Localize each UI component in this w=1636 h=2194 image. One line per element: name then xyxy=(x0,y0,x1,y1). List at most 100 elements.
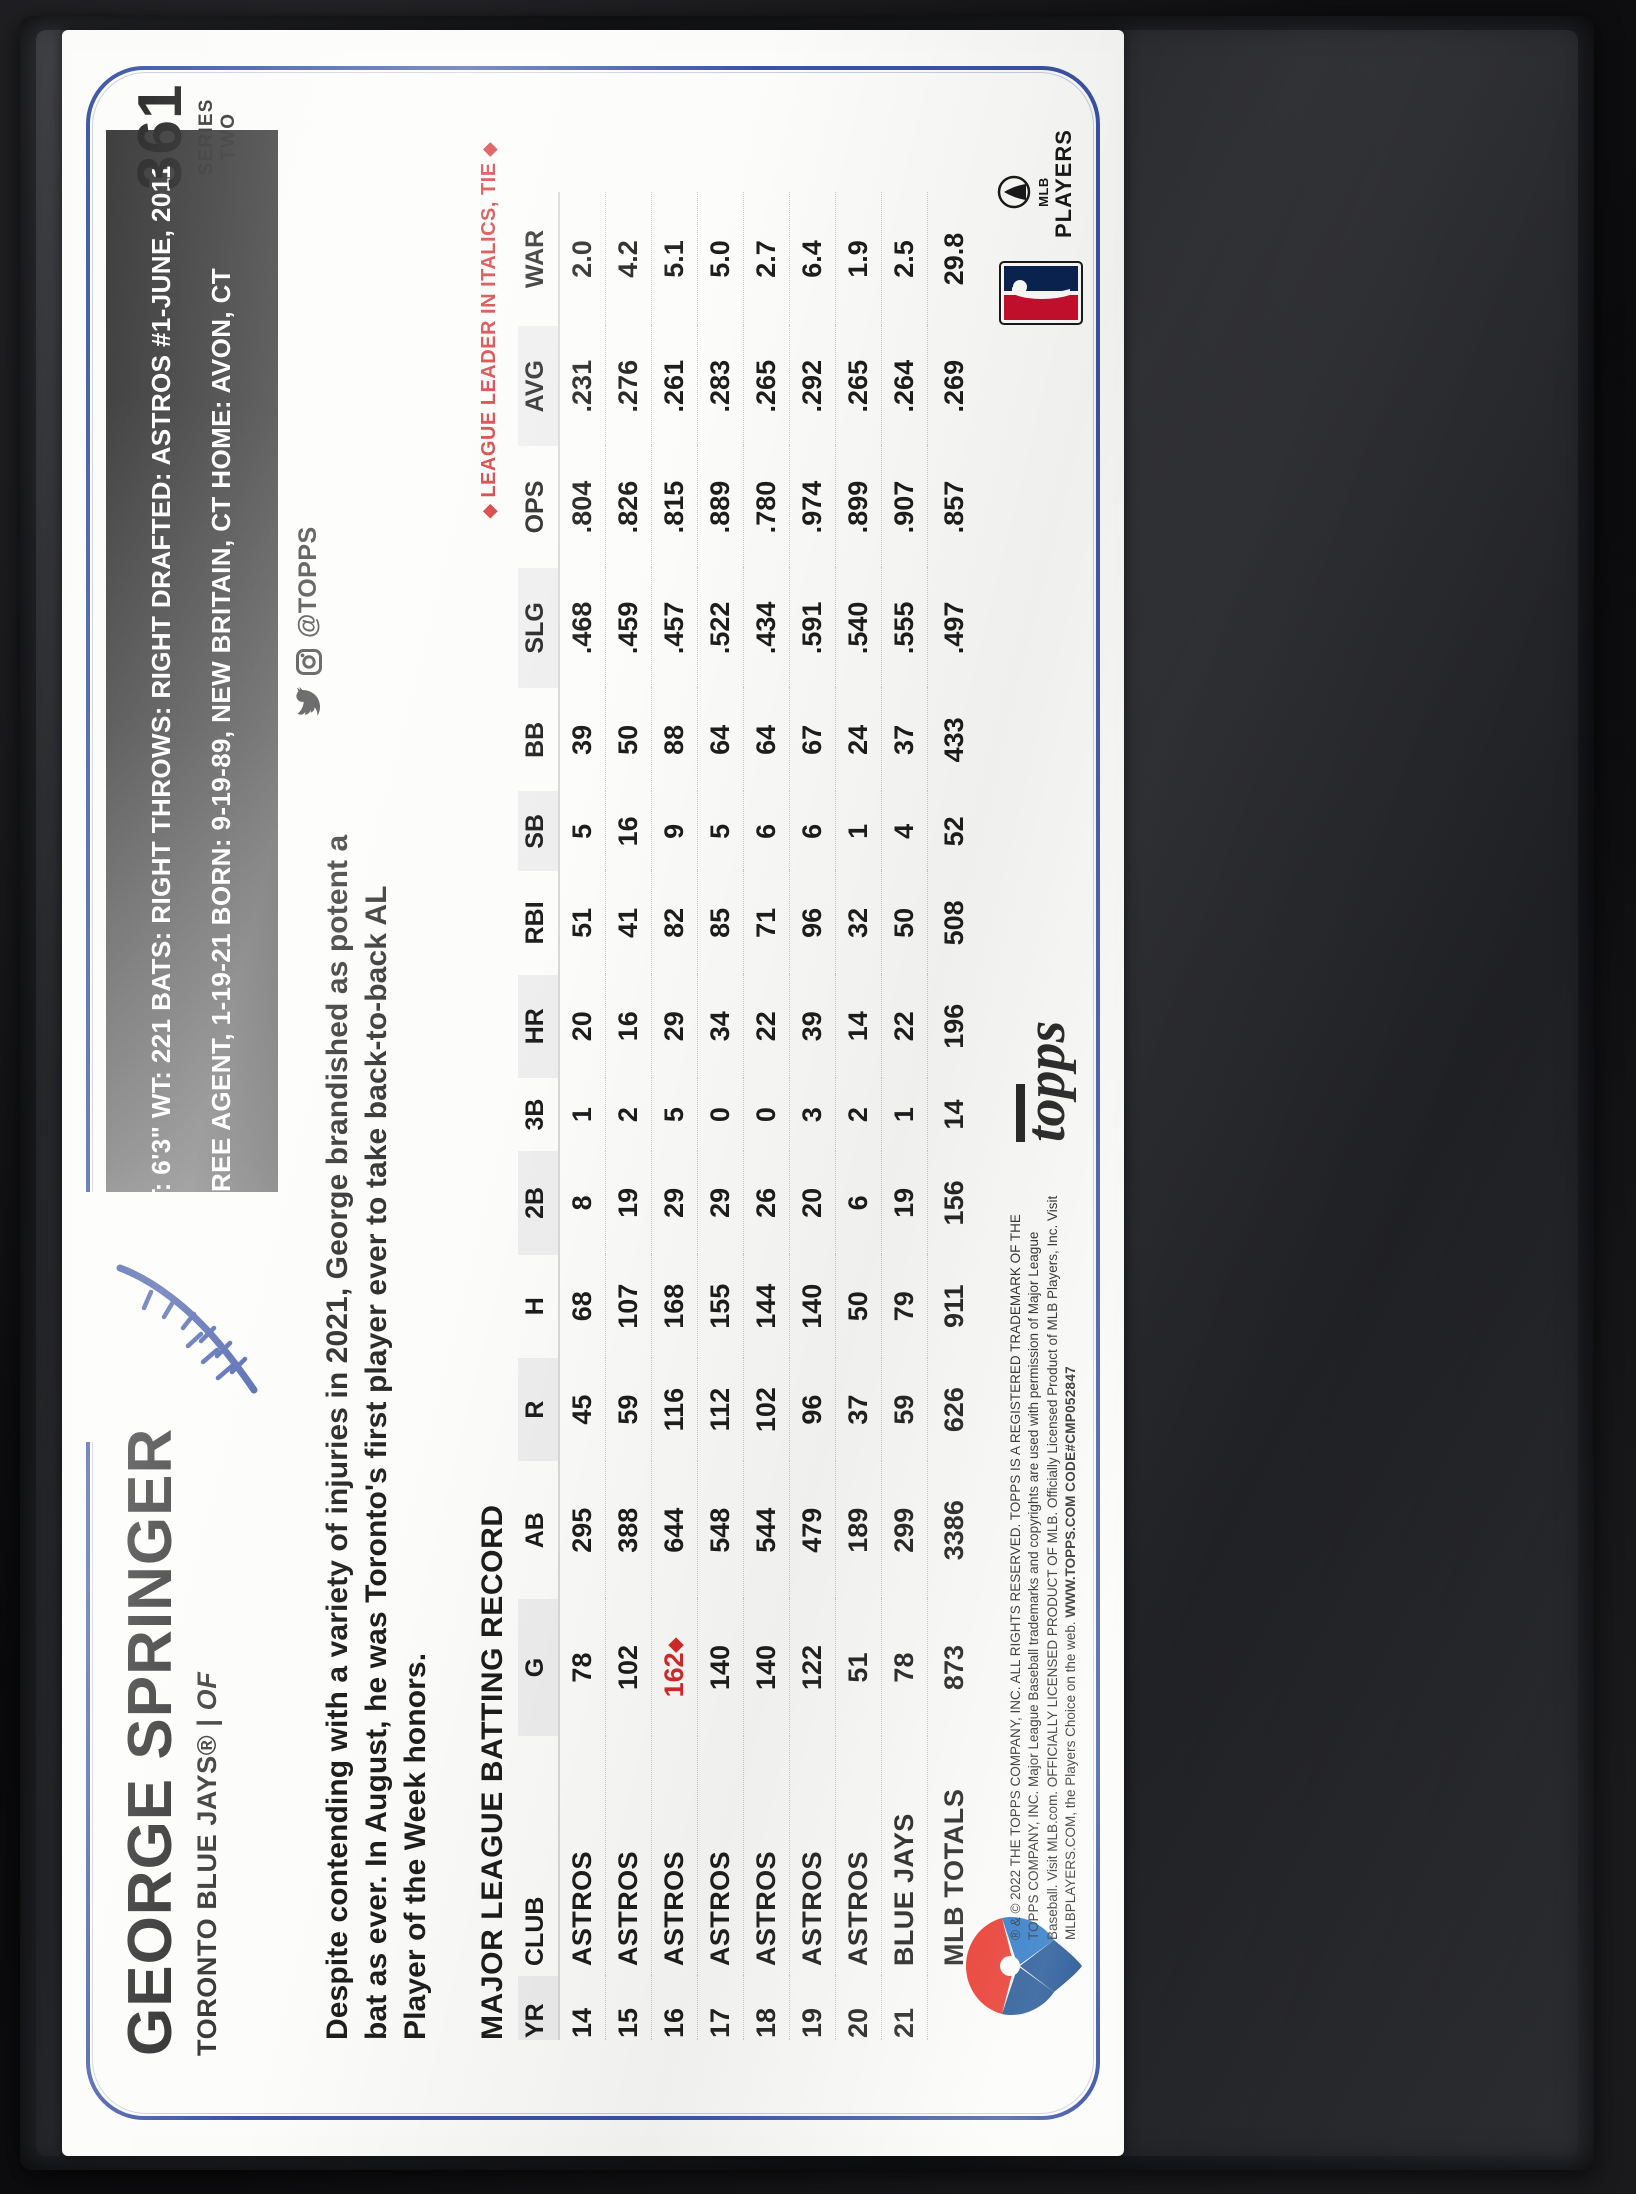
cell-sb: 4 xyxy=(881,791,928,872)
col-war: WAR xyxy=(518,192,559,326)
table-row: 20 ASTROS 51 189 37 50 6 2 14 32 1 24.540.899.265 1.… xyxy=(835,192,882,2040)
batting-record-table: YR CLUB G AB R H 2B 3B HR RBI SB BB SLG … xyxy=(518,192,977,2040)
player-team-line: TORONTO BLUE JAYS® | OF xyxy=(192,1428,223,2056)
cell-ab: 189 xyxy=(835,1461,882,1600)
cell-b3: 5 xyxy=(651,1077,698,1152)
col-g: G xyxy=(518,1599,559,1736)
cell-sb: 6 xyxy=(789,791,836,872)
table-row: 16 ASTROS 162◆ 644 116 168 29 5 29 82 9 88.457.815.… xyxy=(651,192,698,2040)
cell-yr: 14 xyxy=(559,1976,606,2040)
cell-ab: 295 xyxy=(559,1461,606,1600)
cell-r: 59 xyxy=(605,1357,652,1462)
cell-b2: 29 xyxy=(651,1151,698,1255)
cell-slg: .468 xyxy=(559,567,606,689)
cell-g: 78 xyxy=(881,1599,928,1736)
cell-b2: 6 xyxy=(835,1151,882,1255)
cell-sb: 52 xyxy=(939,816,969,847)
topps-handle: @TOPPS xyxy=(294,526,322,638)
cell-bb: 39 xyxy=(559,688,606,792)
player-bio: Despite contending with a variety of inj… xyxy=(321,834,432,2040)
cell-b3: 0 xyxy=(743,1077,790,1152)
cell-yr: 18 xyxy=(743,1976,790,2040)
card-content-plane: HT: 6'3" WT: 221 BATS: RIGHT THROWS: RIG… xyxy=(72,50,1114,2136)
col-slg: SLG xyxy=(518,567,559,689)
cell-ops: .780 xyxy=(743,446,790,568)
cell-b2: 20 xyxy=(789,1151,836,1255)
cell-b2: 19 xyxy=(881,1151,928,1255)
cell-b2: 19 xyxy=(605,1151,652,1255)
col-ops: OPS xyxy=(518,446,559,568)
cell-war: 6.4 xyxy=(789,192,836,326)
cell-avg: .265 xyxy=(743,325,790,447)
cell-slg: .540 xyxy=(835,567,882,689)
cell-war: 2.7 xyxy=(743,192,790,326)
mlbpa-small-text: MLB xyxy=(1036,177,1051,207)
cell-avg: .276 xyxy=(605,325,652,447)
cell-b3: 0 xyxy=(697,1077,744,1152)
baseball-card-back: HT: 6'3" WT: 221 BATS: RIGHT THROWS: RIG… xyxy=(62,30,1124,2156)
cell-g: 873 xyxy=(939,1645,969,1691)
cell-rbi: 71 xyxy=(743,871,790,975)
cell-sb: 16 xyxy=(605,791,652,872)
cell-yr: 19 xyxy=(789,1976,836,2040)
social-row: @TOPPS xyxy=(294,526,323,716)
cell-r: 59 xyxy=(881,1357,928,1462)
cell-ab: 548 xyxy=(697,1461,744,1600)
cell-avg: .264 xyxy=(881,325,928,447)
cell-yr: 17 xyxy=(697,1976,744,2040)
cell-ab: 3386 xyxy=(939,1500,969,1561)
cell-sb: 5 xyxy=(697,791,744,872)
league-leader-note: ◆ LEAGUE LEADER IN ITALICS, TIE ◆ xyxy=(478,142,501,518)
cell-ops: .804 xyxy=(559,446,606,568)
cell-avg: .283 xyxy=(697,325,744,447)
cell-hr: 20 xyxy=(559,974,606,1078)
legal-code: CODE#CMP052847 xyxy=(1062,1366,1078,1492)
cell-h: 155 xyxy=(697,1254,744,1358)
vitals-bar: HT: 6'3" WT: 221 BATS: RIGHT THROWS: RIG… xyxy=(106,130,278,1376)
cell-rbi: 32 xyxy=(835,871,882,975)
cell-h: 144 xyxy=(743,1254,790,1358)
col-avg: AVG xyxy=(518,325,559,447)
cell-r: 45 xyxy=(559,1357,606,1462)
cell-war: 4.2 xyxy=(605,192,652,326)
cell-ab: 644 xyxy=(651,1461,698,1600)
league-leader-diamond: ◆ xyxy=(665,1637,686,1653)
col-bb: BB xyxy=(518,688,559,792)
cell-g: 51 xyxy=(835,1599,882,1736)
cell-b3: 1 xyxy=(881,1077,928,1152)
cell-club: ASTROS xyxy=(651,1736,698,1976)
cell-ops: .974 xyxy=(789,446,836,568)
table-body: 14 ASTROS 78 295 45 68 8 1 20 51 5 39.468.804.231 2.… xyxy=(559,192,977,2040)
cell-g: 78 xyxy=(559,1599,606,1736)
cell-b2: 8 xyxy=(559,1151,606,1255)
cell-rbi: 51 xyxy=(559,871,606,975)
cell-r: 116 xyxy=(651,1357,698,1462)
cell-avg: .265 xyxy=(835,325,882,447)
cell-b3: 14 xyxy=(939,1099,969,1130)
cell-h: 140 xyxy=(789,1254,836,1358)
team-separator: | xyxy=(192,1710,222,1735)
cell-avg: .292 xyxy=(789,325,836,447)
cell-g: 140 xyxy=(743,1599,790,1736)
cell-b3: 3 xyxy=(789,1077,836,1152)
col-hr: HR xyxy=(518,974,559,1078)
card-series: SERIES TWO xyxy=(196,98,239,176)
cell-club: ASTROS xyxy=(743,1736,790,1976)
cell-hr: 196 xyxy=(939,1003,969,1049)
cell-rbi: 41 xyxy=(605,871,652,975)
twitter-icon xyxy=(295,686,322,716)
cell-yr: 20 xyxy=(835,1976,882,2040)
cell-b3: 2 xyxy=(835,1077,882,1152)
cell-slg: .459 xyxy=(605,567,652,689)
mlbpa-big-text: PLAYERS xyxy=(1051,129,1076,238)
cell-slg: .591 xyxy=(789,567,836,689)
cell-b2: 156 xyxy=(939,1180,969,1226)
col-yr: YR xyxy=(518,1976,559,2040)
table-row-totals: MLB TOTALS 873 3386 626 911 156 14 196 508 52 433.… xyxy=(928,192,978,2040)
card-number: 361 xyxy=(126,83,195,190)
cell-r: 96 xyxy=(789,1357,836,1462)
cell-ops: .857 xyxy=(939,480,969,534)
cell-war: 29.8 xyxy=(939,232,969,286)
cell-hr: 14 xyxy=(835,974,882,1078)
legal-website: WWW.TOPPS.COM xyxy=(1062,1495,1078,1618)
